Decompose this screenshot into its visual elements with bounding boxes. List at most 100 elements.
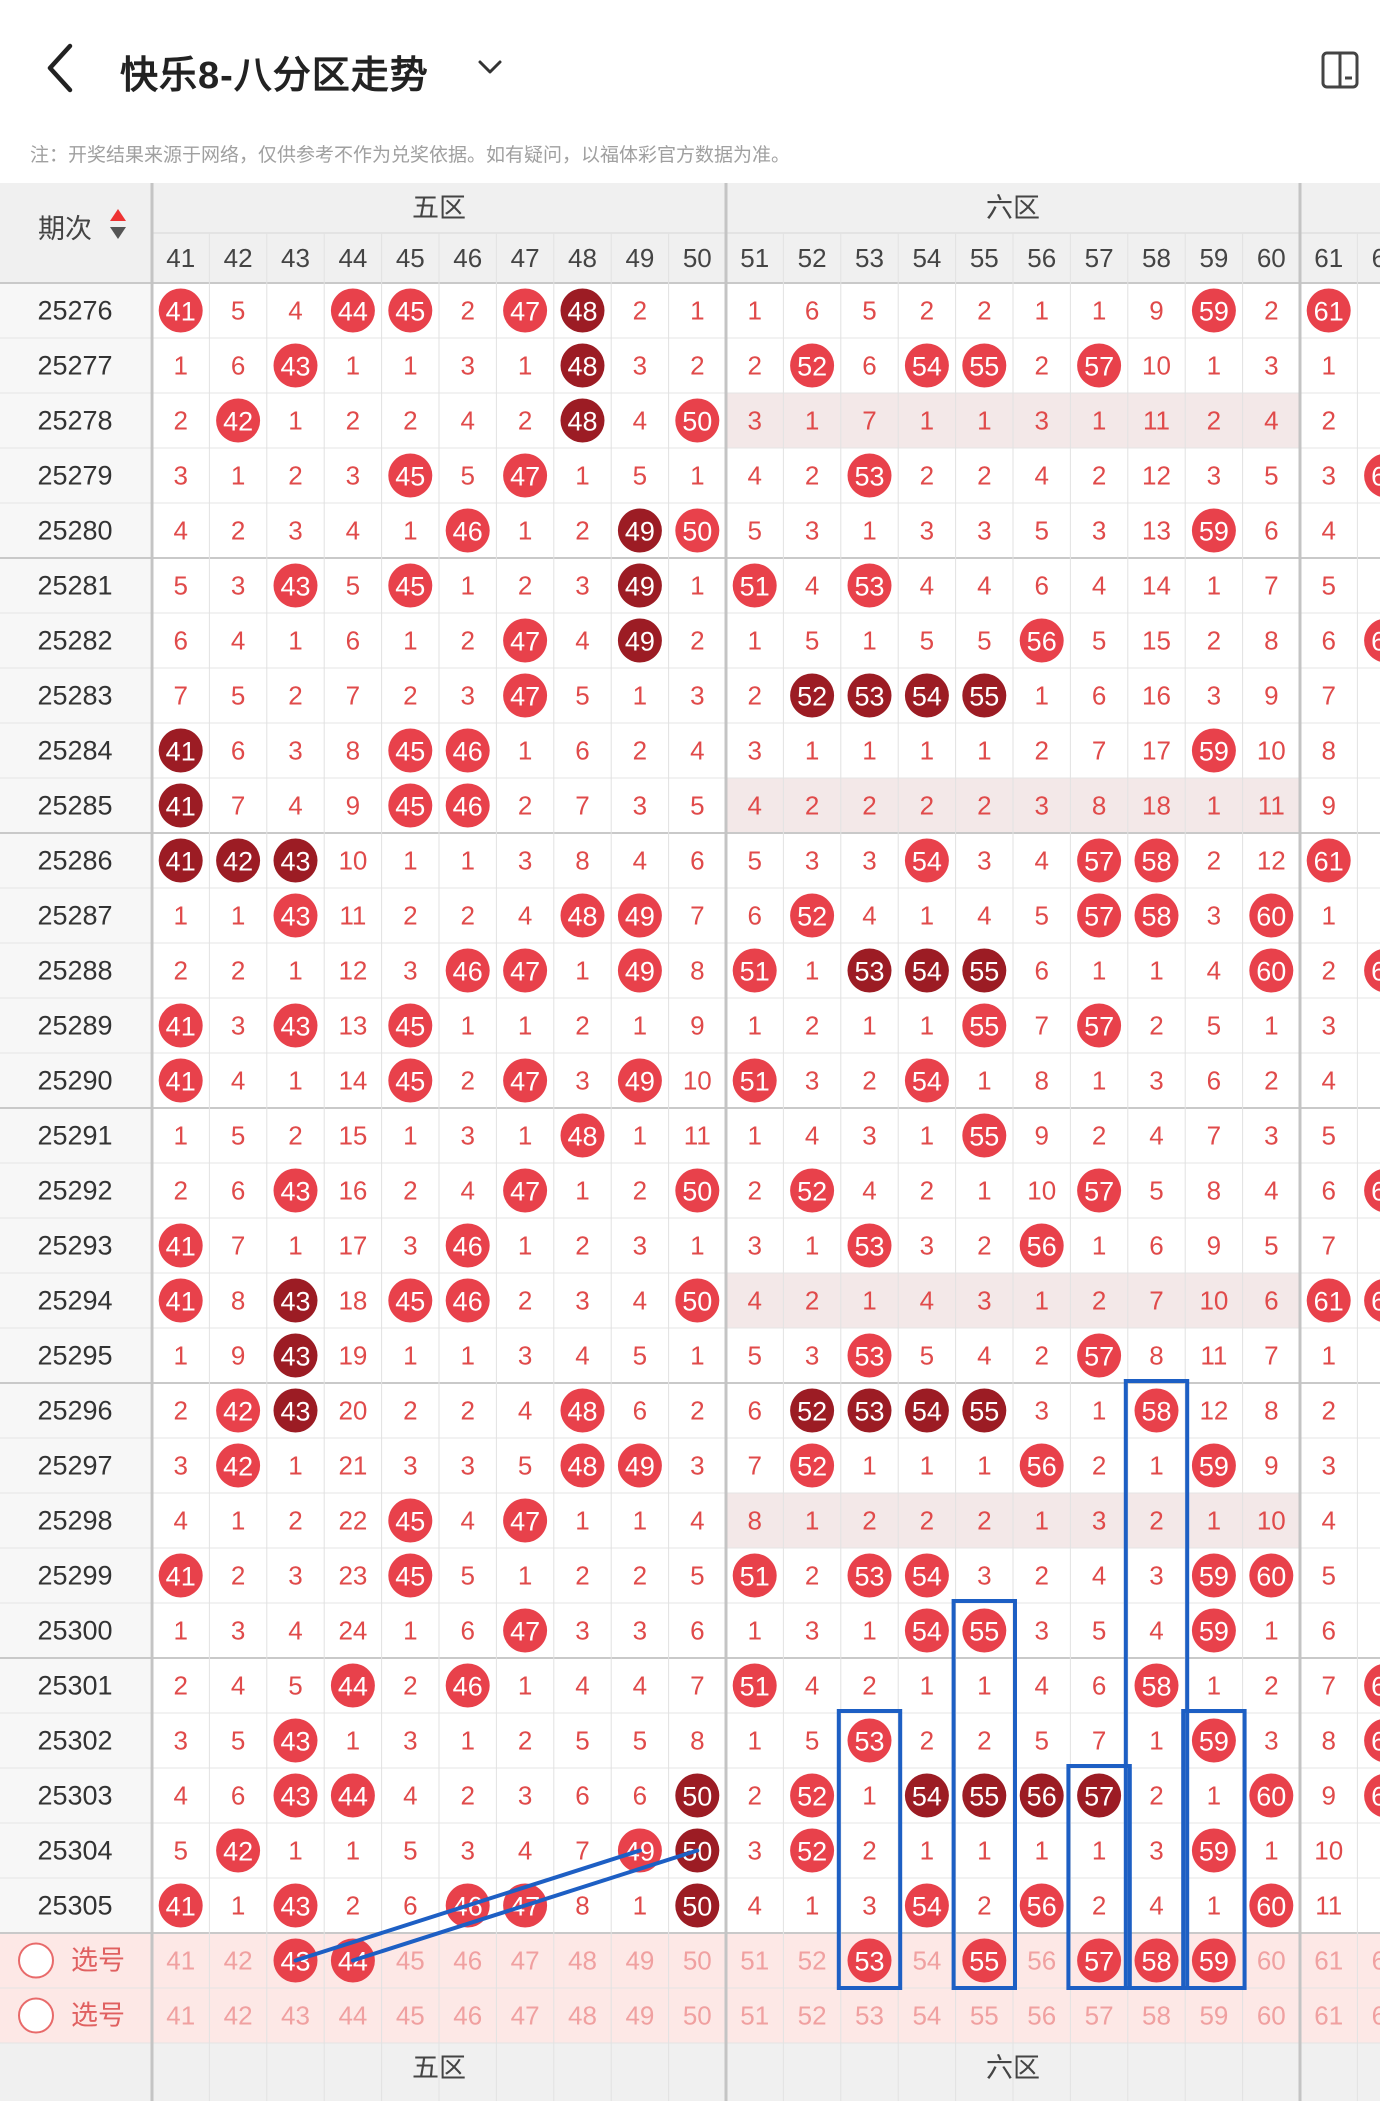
miss-count: 10 (1257, 1506, 1286, 1536)
column-number: 58 (1142, 243, 1171, 273)
miss-count: 4 (575, 1341, 589, 1371)
miss-count: 13 (1142, 516, 1171, 546)
drawn-ball (503, 673, 548, 718)
miss-count: 1 (862, 1781, 876, 1811)
drawn-ball (790, 893, 835, 938)
ball-number: 55 (969, 1617, 999, 1647)
trend-table[interactable]: 期次 五区 六区 41 42 43 44 45 46 47 48 49 50 51 52 53 54 55 56 57… (0, 183, 1380, 2101)
ball-number: 59 (1199, 1617, 1229, 1647)
miss-count: 7 (690, 901, 704, 931)
miss-count: 6 (747, 1396, 761, 1426)
drawn-ball (388, 1003, 433, 1048)
miss-count: 3 (231, 1011, 245, 1041)
ball-number: 45 (395, 462, 425, 492)
drawn-ball (1191, 288, 1236, 333)
miss-count: 4 (575, 1671, 589, 1701)
miss-count: 16 (338, 1176, 367, 1206)
miss-count: 1 (690, 1231, 704, 1261)
miss-count: 9 (1321, 791, 1335, 821)
miss-count: 4 (805, 1121, 819, 1151)
miss-count: 3 (1149, 1836, 1163, 1866)
miss-count: 1 (460, 846, 474, 876)
drawn-ball (158, 838, 203, 883)
drawn-ball (847, 563, 892, 608)
select-number: 45 (396, 1946, 425, 1976)
miss-count: 4 (862, 1176, 876, 1206)
miss-count: 4 (403, 1781, 417, 1811)
miss-count: 5 (1264, 461, 1278, 491)
ball-number: 56 (1027, 1782, 1057, 1812)
select-number: 56 (1027, 1946, 1056, 1976)
drawn-ball (273, 1388, 318, 1433)
miss-count: 2 (862, 1671, 876, 1701)
drawn-ball (273, 563, 318, 608)
drawn-ball (617, 563, 662, 608)
selected-ball-number: 59 (1199, 1947, 1229, 1977)
miss-count: 2 (977, 296, 991, 326)
ball-number: 60 (1256, 1782, 1286, 1812)
miss-count: 9 (1034, 1121, 1048, 1151)
ball-number: 59 (1199, 1727, 1229, 1757)
ball-number: 57 (1084, 1177, 1114, 1207)
period-label: 25303 (37, 1781, 112, 1811)
miss-count: 15 (1142, 626, 1171, 656)
miss-count: 4 (690, 1506, 704, 1536)
miss-count: 3 (805, 846, 819, 876)
miss-count: 1 (805, 1891, 819, 1921)
miss-count: 4 (518, 1836, 532, 1866)
ball-number: 50 (682, 1892, 712, 1922)
miss-count: 5 (460, 1561, 474, 1591)
period-label: 25301 (37, 1671, 112, 1701)
drawn-ball (273, 1278, 318, 1323)
miss-count: 1 (862, 1451, 876, 1481)
ball-number: 42 (223, 1397, 253, 1427)
miss-count: 4 (747, 1286, 761, 1316)
column-number: 43 (281, 243, 310, 273)
back-chevron-icon[interactable] (38, 38, 88, 98)
miss-count: 2 (460, 901, 474, 931)
select-number: 52 (798, 1946, 827, 1976)
drawn-ball (847, 1553, 892, 1598)
ball-number: 55 (969, 1122, 999, 1152)
ball-number: 57 (1084, 902, 1114, 932)
drawn-ball (158, 1058, 203, 1103)
miss-count: 2 (977, 461, 991, 491)
fold-screen-icon[interactable] (1318, 48, 1362, 92)
drawn-ball (158, 1278, 203, 1323)
selected-ball (962, 1938, 1007, 1983)
miss-count: 1 (346, 1726, 360, 1756)
ball-number: 46 (453, 1232, 483, 1262)
miss-count: 7 (1264, 571, 1278, 601)
miss-count: 2 (920, 296, 934, 326)
drawn-ball (560, 343, 605, 388)
miss-count: 1 (288, 1066, 302, 1096)
miss-count: 3 (805, 516, 819, 546)
miss-count: 3 (977, 846, 991, 876)
miss-count: 6 (231, 351, 245, 381)
footer-zone-label-5: 五区 (412, 2053, 466, 2083)
sort-up-icon (110, 209, 126, 221)
miss-count: 1 (977, 406, 991, 436)
drawn-ball (273, 838, 318, 883)
miss-count: 3 (747, 736, 761, 766)
miss-count: 5 (1207, 1011, 1221, 1041)
ball-number: 44 (338, 1672, 368, 1702)
chevron-down-icon[interactable] (472, 52, 508, 82)
page-title[interactable]: 快乐8-八分区走势 (120, 55, 429, 97)
miss-count: 5 (805, 626, 819, 656)
ball-number: 44 (338, 297, 368, 327)
miss-count: 5 (460, 461, 474, 491)
drawn-ball (1077, 1333, 1122, 1378)
miss-count: 2 (518, 791, 532, 821)
miss-count: 3 (920, 1231, 934, 1261)
period-label: 25299 (37, 1561, 112, 1591)
miss-count: 2 (460, 296, 474, 326)
ball-number: 57 (1084, 1782, 1114, 1812)
miss-count: 1 (1207, 791, 1221, 821)
miss-count: 1 (862, 1286, 876, 1316)
drawn-ball (158, 1003, 203, 1048)
drawn-ball (1019, 618, 1064, 663)
ball-number: 45 (395, 572, 425, 602)
drawn-ball (158, 1553, 203, 1598)
miss-count: 5 (1264, 1231, 1278, 1261)
